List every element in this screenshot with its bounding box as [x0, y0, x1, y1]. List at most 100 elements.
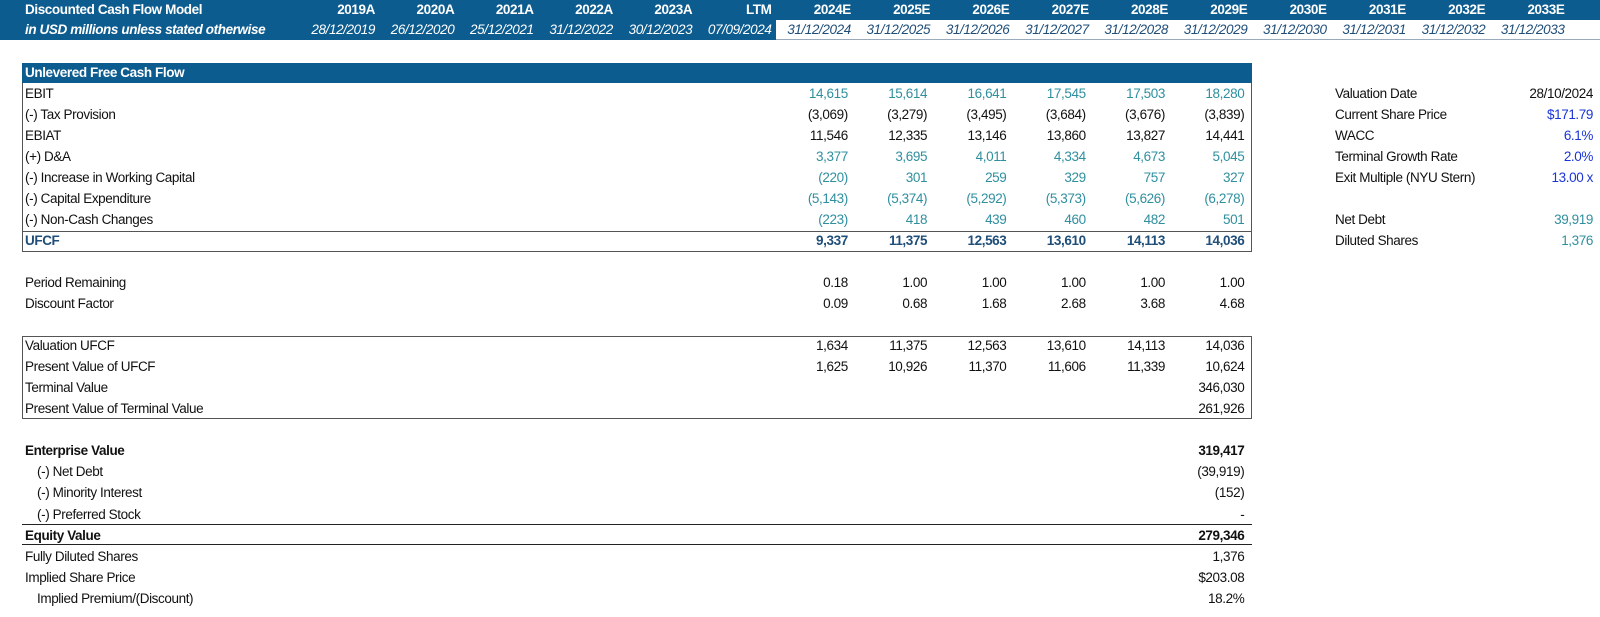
row-label: Period Remaining	[25, 275, 126, 290]
model-title: Discounted Cash Flow Model	[25, 2, 203, 17]
cell-value: 0.68	[902, 296, 928, 311]
row-label: Implied Premium/(Discount)	[37, 591, 194, 607]
assumption-value: 6.1%	[1563, 128, 1594, 143]
column-date: 31/12/2029	[1183, 22, 1248, 37]
cell-value: 13,827	[1126, 128, 1165, 143]
cell-value: (3,279)	[887, 107, 928, 122]
row-label: UFCF	[25, 233, 60, 248]
cell-value: (152)	[1214, 485, 1245, 501]
assumption-value: 28/10/2024	[1529, 86, 1593, 101]
cell-value: 0.09	[823, 296, 848, 311]
row-label: Equity Value	[25, 527, 101, 543]
cell-value: 11,375	[889, 338, 928, 353]
column-year: 2027E	[1051, 2, 1089, 17]
cell-value: 14,036	[1205, 338, 1245, 353]
cell-value: 0.18	[823, 275, 848, 290]
cell-value: 10,624	[1205, 359, 1245, 374]
cell-value: (220)	[818, 170, 848, 185]
column-date: 31/12/2028	[1104, 22, 1168, 37]
assumption-label: Diluted Shares	[1335, 233, 1418, 248]
header-band	[0, 0, 1600, 20]
cell-value: 482	[1143, 212, 1166, 227]
column-date: 07/09/2024	[707, 22, 772, 37]
cell-value: 1.68	[981, 296, 1007, 311]
assumption-label: Current Share Price	[1335, 107, 1447, 122]
column-date: 31/12/2033	[1500, 22, 1565, 37]
row-label: (-) Tax Provision	[25, 107, 116, 122]
assumption-label: Valuation Date	[1335, 86, 1417, 101]
assumption-label: WACC	[1335, 128, 1375, 143]
cell-value: 4,673	[1133, 149, 1165, 164]
cell-value: 327	[1222, 170, 1245, 185]
cell-value: 1.00	[1219, 275, 1245, 290]
row-label: Fully Diluted Shares	[25, 549, 138, 564]
cell-value: 14,113	[1127, 338, 1165, 353]
cell-value: 12,335	[888, 128, 928, 143]
row-label: (-) Non-Cash Changes	[25, 212, 153, 227]
row-label: Discount Factor	[25, 296, 114, 311]
cell-value: $203.08	[1198, 570, 1245, 586]
section-band	[22, 63, 1252, 83]
rule	[22, 524, 1252, 525]
cell-value: 5,045	[1212, 149, 1245, 164]
row-label: Enterprise Value	[25, 443, 125, 458]
row-label: (-) Net Debt	[37, 464, 103, 480]
assumption-value: 13.00 x	[1551, 170, 1594, 185]
cell-value: 439	[985, 212, 1007, 227]
assumption-value: $171.79	[1547, 107, 1593, 122]
cell-value: (3,684)	[1045, 107, 1086, 122]
row-label: (-) Increase in Working Capital	[25, 170, 195, 185]
cell-value: 1.00	[1140, 275, 1165, 290]
cell-value: 4,334	[1053, 149, 1086, 164]
cell-value: 13,860	[1046, 128, 1086, 143]
column-year: 2026E	[972, 2, 1010, 17]
row-label: Terminal Value	[25, 380, 108, 395]
row-label: (-) Capital Expenditure	[25, 191, 151, 206]
cell-value: 14,036	[1205, 233, 1245, 248]
column-year: 2029E	[1210, 2, 1248, 17]
column-date: 26/12/2020	[390, 22, 455, 37]
column-date: 25/12/2021	[470, 22, 534, 37]
row-label: Present Value of Terminal Value	[25, 401, 204, 416]
assumption-value: 39,919	[1554, 212, 1593, 227]
cell-value: 16,641	[967, 86, 1007, 101]
cell-value: 418	[905, 212, 928, 227]
cell-value: (39,919)	[1197, 464, 1245, 480]
column-year: 2023A	[654, 2, 693, 17]
cell-value: 1,625	[816, 359, 848, 374]
cell-value: 14,113	[1126, 233, 1166, 248]
column-year: LTM	[745, 2, 772, 17]
cell-value: -	[1240, 506, 1245, 522]
cell-value: 319,417	[1198, 443, 1245, 458]
column-year: 2028E	[1130, 2, 1168, 17]
cell-value: (3,495)	[966, 107, 1007, 122]
cell-value: 301	[905, 170, 928, 185]
cell-value: (6,278)	[1204, 191, 1245, 206]
subheader-band	[0, 20, 776, 40]
column-year: 2031E	[1368, 2, 1406, 17]
present-value-box	[22, 336, 1252, 419]
column-year: 2021A	[495, 2, 534, 17]
column-date: 31/12/2025	[866, 22, 931, 37]
cell-value: 18.2%	[1208, 591, 1245, 607]
cell-value: 12,563	[967, 233, 1007, 248]
cell-value: 1.00	[1061, 275, 1086, 290]
column-date: 31/12/2024	[787, 22, 851, 37]
assumption-label: Terminal Growth Rate	[1335, 149, 1458, 164]
cell-value: 4.68	[1219, 296, 1245, 311]
cell-value: 10,926	[888, 359, 928, 374]
cell-value: 261,926	[1198, 401, 1245, 416]
row-label: (-) Minority Interest	[37, 485, 142, 501]
cell-value: (3,839)	[1204, 107, 1245, 122]
rule	[22, 544, 1252, 545]
cell-value: 18,280	[1205, 86, 1245, 101]
cell-value: 279,346	[1198, 527, 1245, 543]
column-year: 2033E	[1527, 2, 1565, 17]
cell-value: 3,377	[816, 149, 848, 164]
cell-value: 329	[1064, 170, 1086, 185]
cell-value: 11,375	[888, 233, 928, 248]
row-label: Implied Share Price	[25, 570, 136, 586]
cell-value: 1,376	[1212, 549, 1245, 564]
column-date: 31/12/2026	[945, 22, 1010, 37]
